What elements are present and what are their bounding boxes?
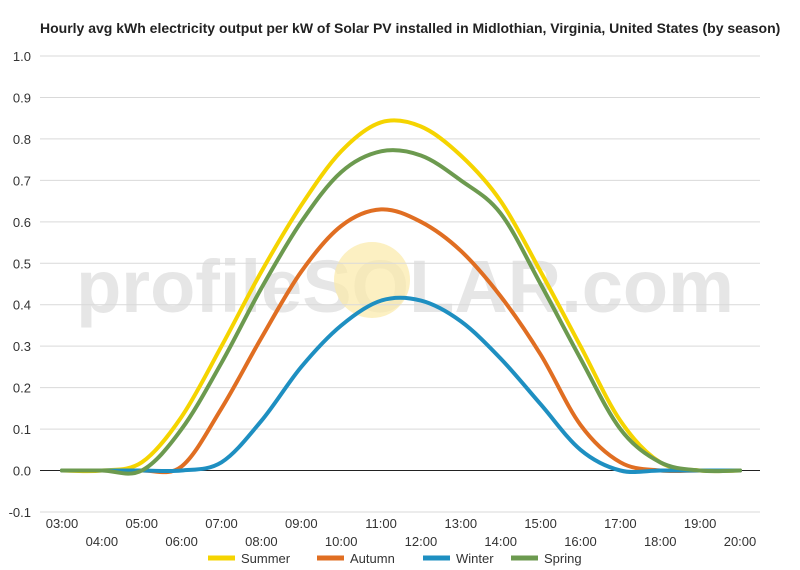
- x-tick-label: 15:00: [524, 516, 557, 531]
- x-tick-label: 20:00: [724, 534, 757, 549]
- series-line-winter: [60, 295, 742, 475]
- legend-label: Summer: [241, 551, 291, 566]
- x-tick-label: 07:00: [205, 516, 238, 531]
- x-tick-label: 19:00: [684, 516, 717, 531]
- y-tick-label: 0.8: [13, 132, 31, 147]
- legend-item-autumn: Autumn: [317, 551, 395, 566]
- x-tick-label: 11:00: [365, 516, 397, 531]
- x-tick-label: 06:00: [165, 534, 198, 549]
- grid: [40, 55, 760, 513]
- x-tick-label: 08:00: [245, 534, 278, 549]
- y-tick-label: 0.7: [13, 173, 31, 188]
- y-tick-label: 0.3: [13, 339, 31, 354]
- x-tick-label: 09:00: [285, 516, 318, 531]
- series-line-autumn: [60, 207, 742, 475]
- x-tick-label: 12:00: [405, 534, 438, 549]
- series-line-spring: [60, 148, 742, 476]
- y-tick-label: 0.5: [13, 256, 31, 271]
- x-axis: 03:00 04:00 05:00 06:00 07:00 08:00 09:00 10:00…: [46, 516, 757, 549]
- x-tick-label: 03:00: [46, 516, 79, 531]
- x-tick-label: 04:00: [86, 534, 119, 549]
- y-tick-label: -0.1: [9, 505, 31, 520]
- series-line-summer: [60, 118, 742, 474]
- y-tick-label: 1.0: [13, 49, 31, 64]
- y-axis: -0.1 0.0 0.1 0.2 0.3 0.4 0.5 0.6 0.7 0.8 0.9 1.0: [9, 49, 31, 520]
- legend-item-summer: Summer: [208, 551, 291, 566]
- y-tick-label: 0.6: [13, 215, 31, 230]
- x-tick-label: 18:00: [644, 534, 677, 549]
- x-tick-label: 05:00: [125, 516, 158, 531]
- watermark-sun: [334, 242, 410, 318]
- y-tick-label: 0.9: [13, 90, 31, 105]
- x-tick-label: 17:00: [604, 516, 637, 531]
- y-tick-label: 0.4: [13, 298, 31, 313]
- legend-item-spring: Spring: [511, 551, 582, 566]
- x-tick-label: 14:00: [484, 534, 517, 549]
- legend-label: Autumn: [350, 551, 395, 566]
- legend-label: Winter: [456, 551, 494, 566]
- legend: Summer Autumn Winter Spring: [208, 551, 582, 566]
- y-tick-label: 0.2: [13, 381, 31, 396]
- y-tick-label: 0.1: [13, 422, 31, 437]
- x-tick-label: 10:00: [325, 534, 358, 549]
- x-tick-label: 16:00: [564, 534, 597, 549]
- chart-title: Hourly avg kWh electricity output per kW…: [40, 20, 780, 36]
- legend-item-winter: Winter: [423, 551, 494, 566]
- x-tick-label: 13:00: [445, 516, 478, 531]
- series-lines: [60, 118, 742, 476]
- legend-label: Spring: [544, 551, 582, 566]
- y-tick-label: 0.0: [13, 464, 31, 479]
